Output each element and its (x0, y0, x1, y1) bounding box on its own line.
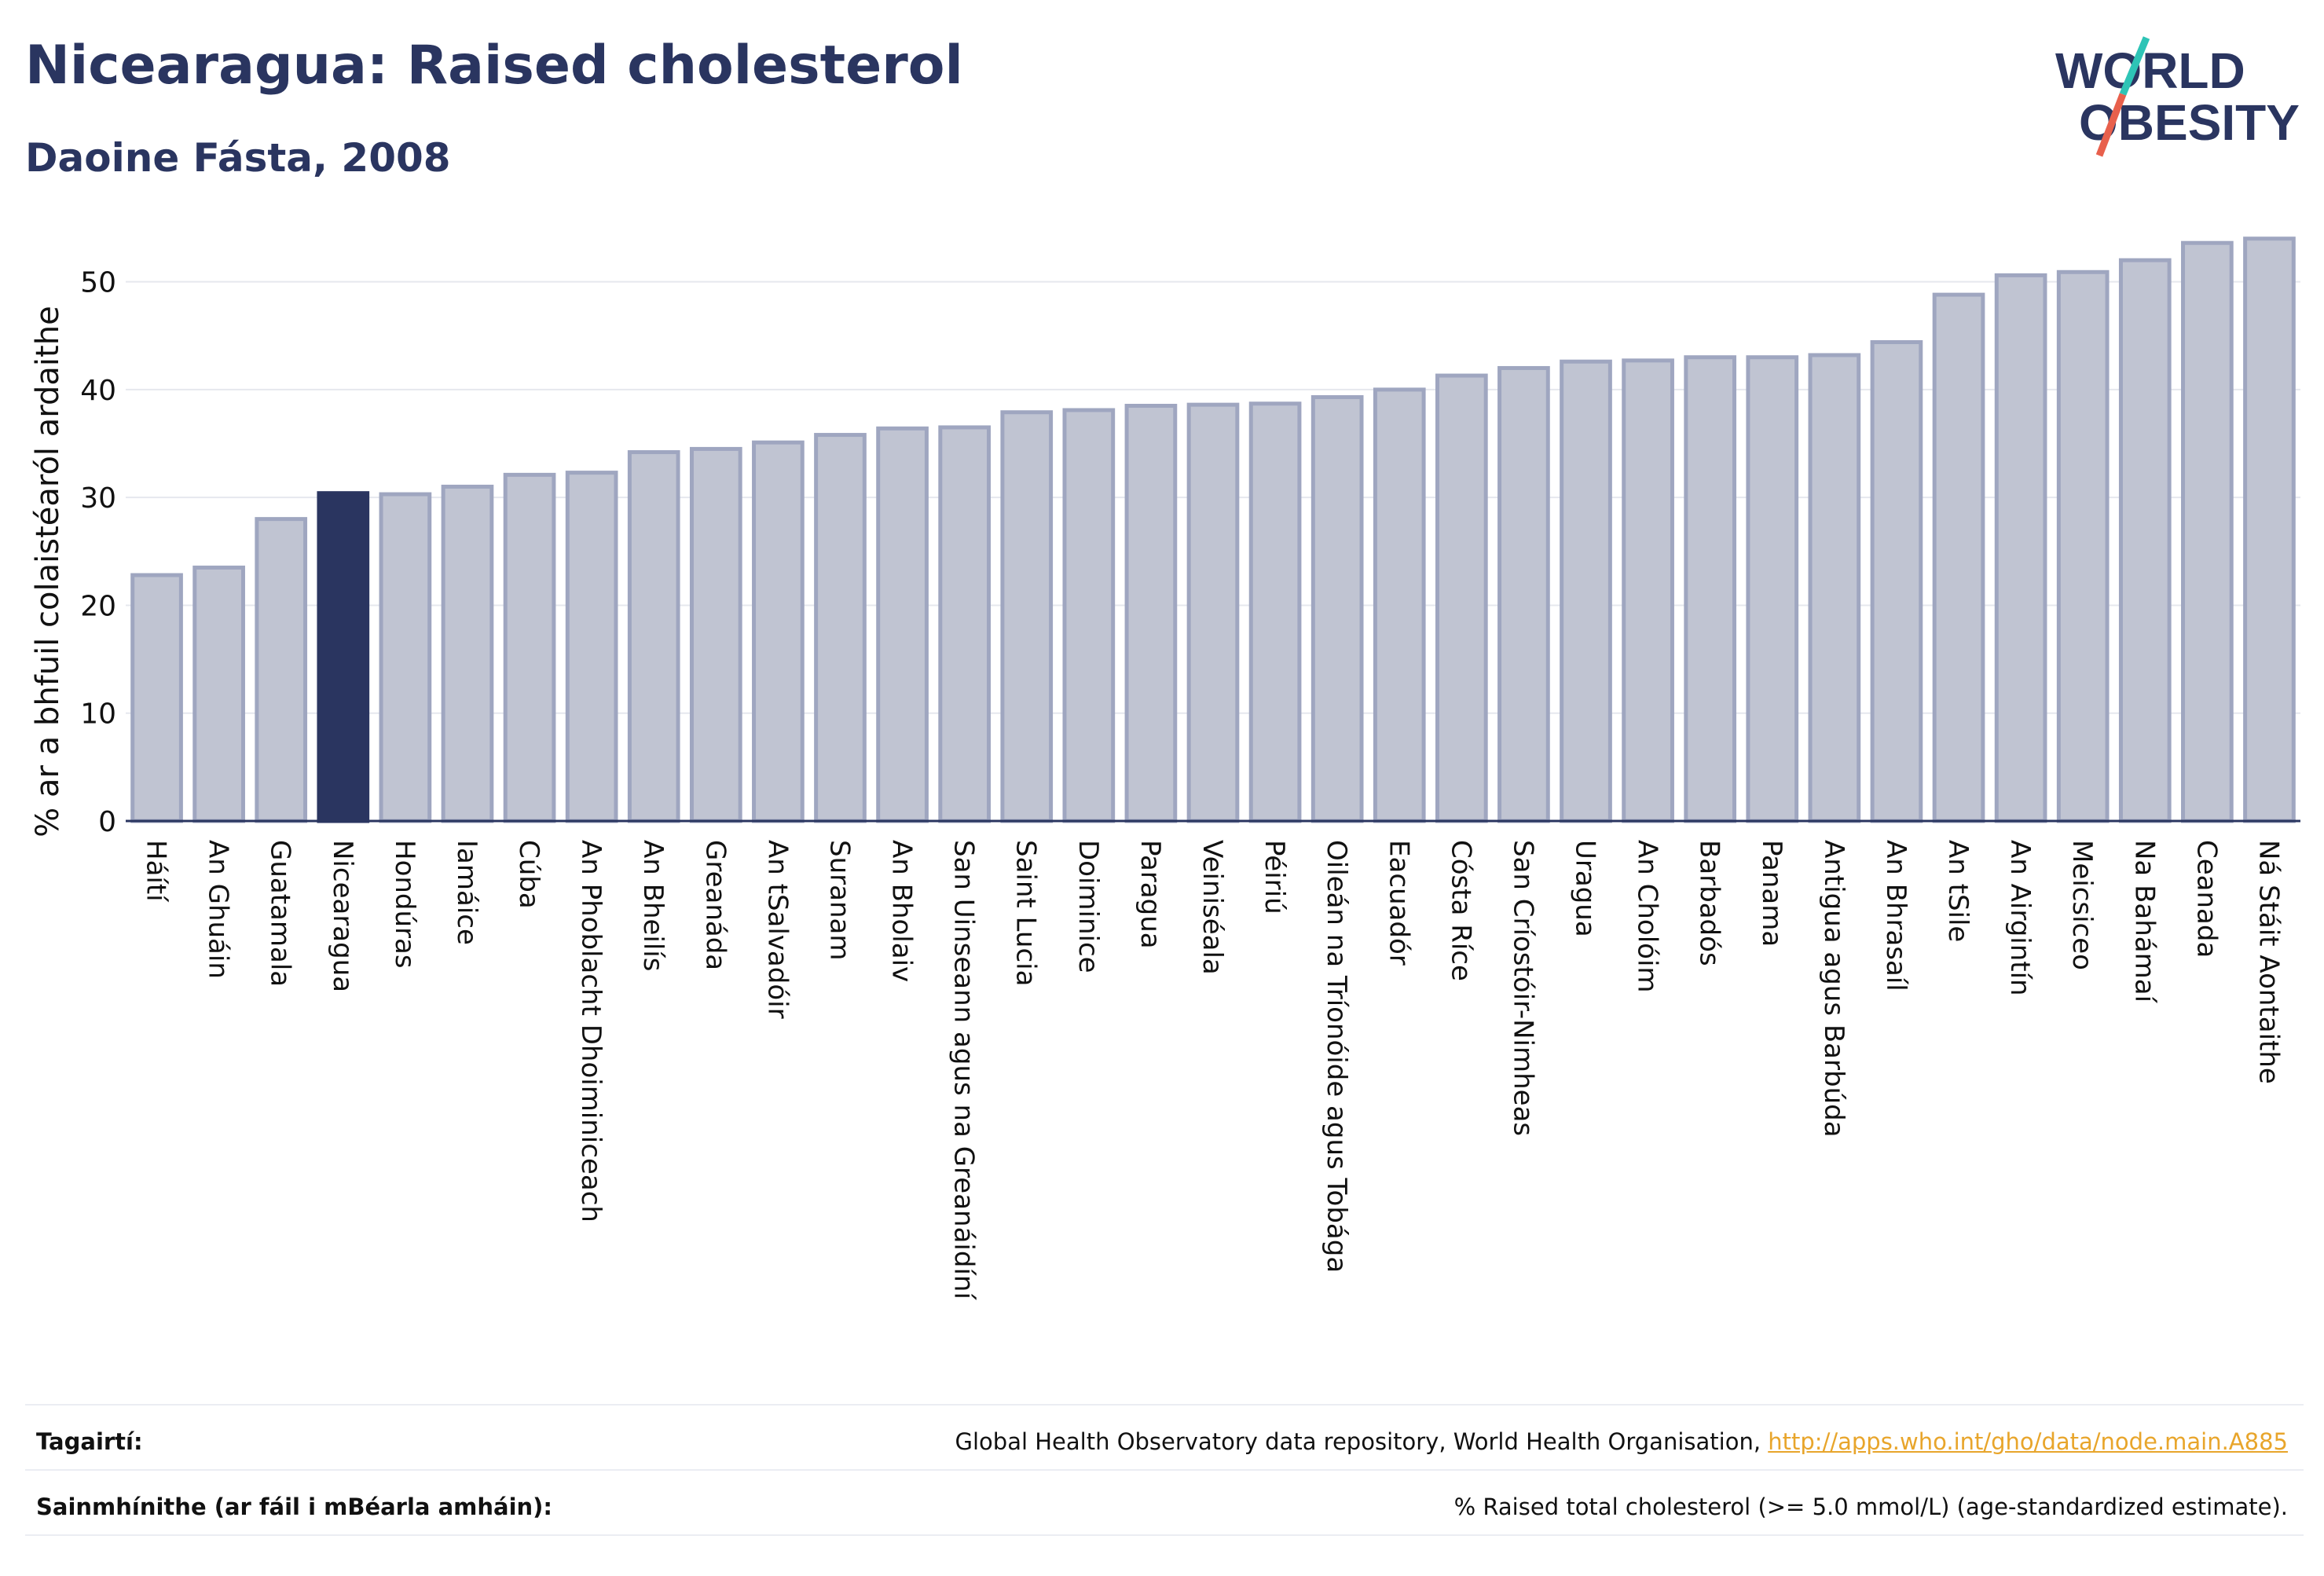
bar (1062, 408, 1116, 823)
bar (2118, 258, 2172, 823)
bar (1435, 373, 1488, 823)
references-text: Global Health Observatory data repositor… (955, 1428, 1769, 1455)
x-tick-label: Cósta Ríce (1445, 840, 1476, 981)
footer-divider-middle (25, 1469, 2304, 1471)
x-tick-label: An tSile (1942, 840, 1974, 942)
logo-line-1: WORLD (2055, 42, 2245, 99)
bar (1932, 292, 1985, 823)
x-tick-label: An Phoblacht Dhoiminiceach (575, 840, 607, 1222)
bar (1373, 387, 1426, 823)
y-tick-label: 10 (80, 698, 116, 731)
x-tick-label: Meicsiceo (2066, 840, 2098, 970)
bar (2056, 269, 2110, 823)
references-link[interactable]: http://apps.who.int/gho/data/node.main.A… (1768, 1428, 2288, 1455)
logo-slash-top (2119, 36, 2150, 96)
bar (192, 565, 245, 823)
x-tick-label: Paragua (1135, 840, 1166, 949)
chart-title: Nicearagua: Raised cholesterol (25, 35, 963, 97)
x-tick-label: Panama (1756, 840, 1787, 947)
bar (1808, 353, 1861, 823)
x-tick-label: Cúba (513, 840, 544, 909)
x-tick-label: Oileán na Tríonóide agus Tobága (1321, 840, 1352, 1273)
bar (1746, 355, 1799, 823)
bar (255, 517, 308, 823)
bar (441, 484, 494, 823)
bar (1310, 395, 1364, 823)
x-tick-label: Suranam (823, 840, 855, 960)
bar (2181, 240, 2234, 823)
bar (1000, 410, 1054, 823)
x-tick-label: Háítí (141, 840, 172, 903)
bar (1870, 340, 1923, 823)
bar (1560, 359, 1612, 823)
bar (317, 491, 370, 823)
x-tick-label: Na Bahámaí (2128, 840, 2160, 1004)
bar (876, 426, 929, 823)
bar (752, 440, 805, 823)
x-tick-label: Guatamala (265, 840, 296, 987)
x-tick-label: Antigua agus Barbúda (1818, 840, 1849, 1138)
bar (627, 450, 680, 823)
bar (379, 492, 432, 823)
bar (1124, 404, 1178, 823)
x-tick-label: San Críostóir-Nimheas (1507, 840, 1538, 1136)
bar (1622, 358, 1674, 823)
bar (130, 573, 183, 823)
bars (130, 236, 2296, 823)
y-tick-label: 50 (80, 267, 116, 299)
world-obesity-logo: WORLD OBESITY (2055, 36, 2300, 157)
bar (565, 471, 618, 823)
definitions-text: % Raised total cholesterol (>= 5.0 mmol/… (1453, 1494, 2288, 1520)
x-tick-label: Veiniséala (1197, 840, 1228, 975)
y-tick-label: 0 (98, 806, 116, 838)
x-tick-label: An Airgintín (2004, 840, 2036, 996)
chart-subtitle: Daoine Fásta, 2008 (25, 135, 451, 181)
x-tick-label: An tSalvadóir (761, 840, 793, 1019)
x-tick-label: Nicearagua (327, 840, 358, 992)
x-tick-label: An Bheilís (637, 840, 669, 971)
x-tick-label: An Ghuáin (203, 840, 234, 979)
x-tick-label: San Uinseann agus na Greanáidíní (948, 840, 980, 1300)
definitions-label: Sainmhínithe (ar fáil i mBéarla amháin): (36, 1494, 553, 1520)
bar (814, 433, 867, 823)
bar (1994, 273, 2047, 823)
x-tick-label: An Cholóim (1632, 840, 1663, 993)
bar-chart: 0 10 20 30 40 50 Háítí An Ghuáin Guatamala Nicea… (30, 236, 2300, 1300)
x-tick-label: Iamáice (451, 840, 482, 945)
bar (1497, 365, 1550, 823)
references-label: Tagairtí: (36, 1428, 143, 1455)
x-tick-label: Barbadós (1694, 840, 1725, 966)
bar (938, 425, 992, 823)
x-tick-label: An Bhrasaíl (1880, 840, 1912, 991)
footer-divider-top (25, 1404, 2304, 1406)
x-tick-label: Doiminice (1072, 840, 1104, 973)
x-tick-label: Hondúras (389, 840, 420, 969)
x-tick-label: An Bholaiv (886, 840, 918, 982)
bar (1684, 355, 1737, 823)
x-tick-label: Greanáda (699, 840, 731, 970)
y-tick-label: 20 (80, 590, 116, 622)
logo-slash-bottom (2095, 93, 2127, 157)
bar (689, 446, 742, 823)
x-tick-labels: Háítí An Ghuáin Guatamala Nicearagua Hondúra… (141, 840, 2285, 1300)
x-tick-label: Ná Stáit Aontaithe (2253, 840, 2284, 1084)
bar (503, 472, 556, 823)
references-value: Global Health Observatory data repositor… (955, 1428, 2288, 1455)
x-tick-label: Ceanada (2190, 840, 2222, 958)
x-tick-label: Saint Lucia (1010, 840, 1042, 986)
y-tick-label: 30 (80, 482, 116, 515)
bar (1186, 402, 1240, 823)
footer-divider-bottom (25, 1534, 2304, 1536)
bar (1248, 401, 1302, 823)
bar (2243, 236, 2296, 823)
x-tick-label: Uragua (1570, 840, 1601, 937)
y-tick-labels: 0 10 20 30 40 50 (80, 267, 116, 838)
y-axis-label: % ar a bhfuil colaistéaról ardaithe (30, 306, 66, 837)
x-tick-label: Eacuadór (1383, 840, 1414, 966)
y-tick-label: 40 (80, 375, 116, 407)
x-tick-label: Péiriú (1259, 840, 1290, 914)
